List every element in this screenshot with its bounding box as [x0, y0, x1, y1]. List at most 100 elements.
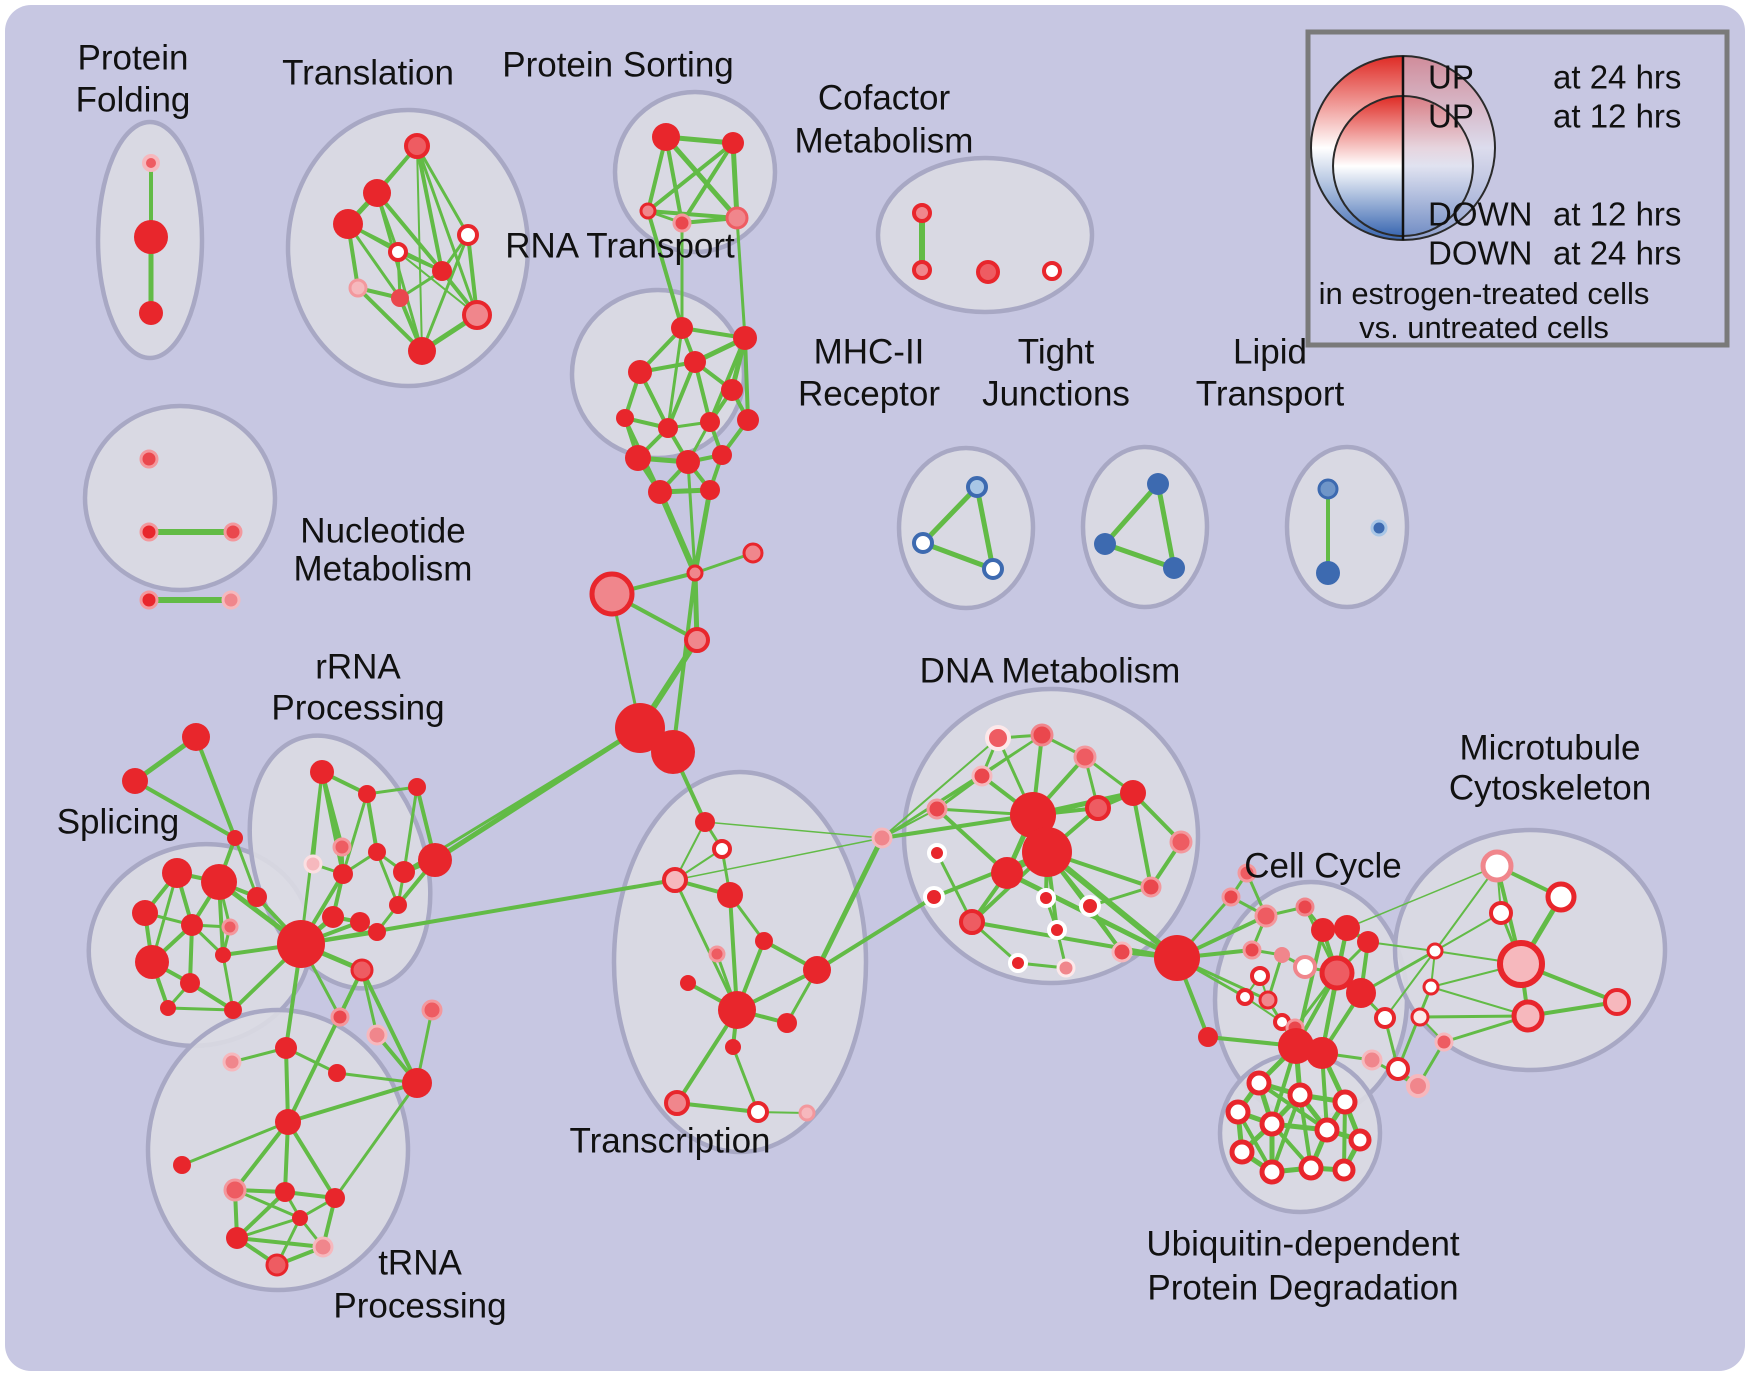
cluster-ellipse-rna-transport — [569, 287, 747, 461]
cluster-ellipse-nucleotide-metabolism — [82, 403, 278, 593]
legend-time-label-4: at 24 hrs — [1553, 235, 1681, 272]
gene-set-node-n5 — [221, 590, 241, 610]
edge-r13-j1 — [657, 489, 698, 576]
legend-time-label-1: at 24 hrs — [1553, 59, 1681, 96]
gene-set-node-x9 — [777, 1013, 797, 1033]
cluster-label-cofactor-metabolism-line1: Cofactor — [818, 78, 951, 117]
gene-set-node-r6 — [616, 409, 634, 427]
gene-set-node-r3 — [628, 360, 652, 384]
gene-set-node-x4 — [717, 882, 743, 908]
cluster-label-cell-cycle-line1: Cell Cycle — [1244, 846, 1402, 885]
gene-set-node-tj3 — [1163, 557, 1185, 579]
legend-direction-label-4: DOWN — [1428, 235, 1532, 272]
gene-set-node-cn1 — [871, 827, 893, 849]
gene-set-node-rh — [277, 920, 325, 968]
edge-x14-wr — [815, 895, 936, 972]
gene-set-node-k0 — [1198, 1027, 1218, 1047]
gene-set-node-u8 — [1229, 1139, 1255, 1165]
legend-time-label-2: at 12 hrs — [1553, 98, 1681, 135]
gene-set-node-x7 — [680, 975, 696, 991]
edge-k5-m7 — [1367, 941, 1436, 952]
gene-set-node-t5 — [457, 224, 479, 246]
legend-footer-line1: in estrogen-treated cells — [1319, 276, 1650, 311]
edge-th-q13 — [286, 968, 364, 1124]
gene-set-node-k5 — [1357, 931, 1379, 953]
gene-set-node-k3 — [1311, 918, 1335, 942]
edge-x11-x12 — [675, 1101, 760, 1114]
gene-set-node-q9 — [418, 843, 452, 877]
gene-set-node-k18 — [1306, 1037, 1338, 1069]
legend-inner-ring-left — [1332, 94, 1404, 238]
gene-set-node-x8 — [718, 991, 756, 1029]
gene-set-node-hx1 — [223, 1178, 247, 1202]
edge-j1-h2 — [671, 571, 697, 754]
edge-cn1-d1 — [881, 737, 999, 839]
gene-set-node-k11 — [1250, 966, 1270, 986]
gene-set-node-u10 — [1298, 1155, 1324, 1181]
gene-set-node-d3 — [1073, 745, 1097, 769]
gene-set-node-t8 — [391, 289, 409, 307]
gene-set-node-r10 — [625, 445, 651, 471]
gene-set-node-s1 — [652, 123, 680, 151]
gene-set-node-j2 — [684, 627, 710, 653]
cluster-ellipse-tight-junctions — [1080, 444, 1210, 610]
gene-set-node-d8 — [1010, 792, 1056, 838]
edge-x14-cn1 — [814, 835, 885, 973]
edge-p8-p9 — [221, 953, 235, 1012]
gene-set-node-x13 — [798, 1104, 816, 1122]
edge-s5-r2 — [735, 216, 747, 340]
edge-k20-m7 — [1384, 950, 1436, 1019]
gene-set-node-iso — [742, 542, 764, 564]
edge-r2-r9 — [743, 336, 750, 422]
gene-set-node-d10 — [991, 857, 1023, 889]
edge-x1-cn1 — [704, 821, 883, 839]
cluster-ellipse-cofactor-metabolism — [875, 155, 1095, 315]
cluster-label-dna-metabolism-line1: DNA Metabolism — [920, 651, 1181, 690]
edge-x10-x12 — [731, 1045, 760, 1114]
gene-set-node-s5 — [725, 206, 749, 230]
gene-set-node-q14 — [330, 1007, 350, 1027]
gene-set-node-q8 — [393, 861, 415, 883]
gene-set-node-q11 — [350, 912, 370, 932]
edge-p9-p11 — [166, 1006, 235, 1012]
gene-set-node-q12 — [368, 923, 386, 941]
gene-set-node-p5 — [221, 918, 239, 936]
cluster-ellipse-lipid-transport — [1284, 444, 1410, 610]
gene-set-node-n1 — [139, 449, 159, 469]
gene-set-node-s4 — [672, 213, 692, 233]
gene-set-node-mt5 — [1511, 999, 1545, 1033]
edge-rb2-hx3 — [333, 1081, 419, 1200]
gene-set-node-r1 — [671, 317, 693, 339]
edge-r14-j1 — [692, 487, 713, 576]
gene-set-node-k1 — [1254, 904, 1278, 928]
edge-t5-t10 — [420, 233, 470, 353]
gene-set-node-d19 — [1056, 958, 1076, 978]
gene-set-node-mt2 — [1545, 881, 1577, 913]
gene-set-node-d9 — [1022, 827, 1072, 877]
cluster-ellipse-trna-processing — [145, 1007, 411, 1293]
gene-set-node-k23 — [1406, 1074, 1430, 1098]
edge-s3-s5 — [646, 209, 739, 220]
gene-set-node-mh2 — [912, 532, 934, 554]
gene-set-node-tj1 — [1147, 473, 1169, 495]
gene-set-node-r4 — [684, 351, 706, 373]
gene-set-node-k19 — [1237, 863, 1257, 883]
edge-q7-q17 — [375, 850, 400, 907]
edge-t1-t6 — [415, 144, 444, 273]
cluster-ellipse-transcription — [611, 769, 869, 1155]
edge-r4-r7 — [666, 360, 697, 430]
cluster-label-lipid-transport-line1: Lipid — [1233, 332, 1307, 371]
gene-set-node-lp1 — [1317, 478, 1339, 500]
edge-tj2-tj3 — [1102, 541, 1177, 571]
gene-set-node-hx4 — [226, 1227, 248, 1249]
gene-set-node-k6 — [1242, 940, 1262, 960]
gene-set-node-c2 — [912, 260, 932, 280]
gene-set-node-x3 — [662, 867, 688, 893]
gene-set-node-x12 — [747, 1101, 769, 1123]
cluster-label-tight-junctions-line2: Junctions — [982, 374, 1130, 413]
edge-th-rb2 — [286, 1081, 419, 1124]
edge-x4-x8 — [728, 893, 739, 1012]
gene-set-node-p11 — [160, 1000, 176, 1016]
gene-set-node-m8 — [1422, 978, 1440, 996]
